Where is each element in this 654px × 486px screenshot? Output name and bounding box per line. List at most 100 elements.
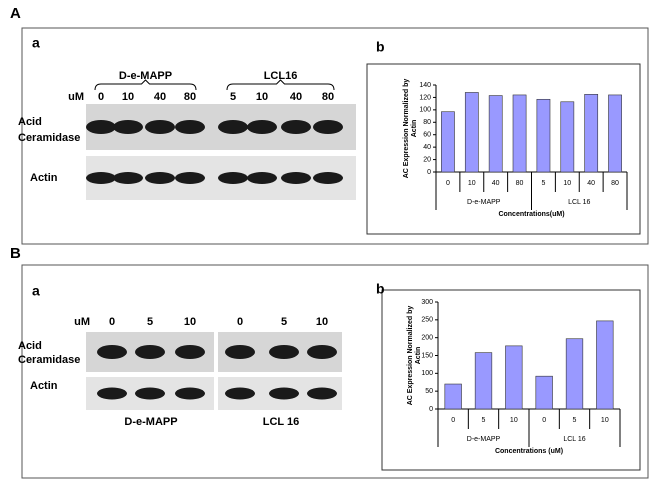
group-label: D-e-MAPP: [467, 199, 501, 206]
y-axis-title: Actin: [415, 347, 422, 365]
x-tick-label: 10: [510, 417, 518, 424]
x-axis-title: Concentrations (uM): [495, 448, 563, 455]
bar: [444, 383, 462, 410]
subpanel-label: b: [376, 281, 385, 297]
dose-label: 10: [122, 91, 134, 103]
group-label: LCL 16: [263, 416, 299, 428]
blot-band: [313, 172, 343, 184]
blot-band: [175, 345, 205, 359]
unit-label: uM: [68, 91, 84, 103]
blot-band: [218, 172, 248, 184]
group-label: LCL16: [264, 70, 298, 82]
blot-band: [247, 120, 277, 134]
y-tick-label: 140: [419, 82, 431, 89]
bar: [584, 94, 599, 173]
group-label: D-e-MAPP: [119, 70, 172, 82]
y-tick-label: 120: [419, 94, 431, 101]
y-axis-title: AC Expression Normalized by: [407, 306, 414, 406]
y-tick-label: 40: [423, 144, 431, 151]
group-label: LCL 16: [563, 436, 585, 443]
group-label: LCL 16: [568, 199, 590, 206]
blot-band: [135, 387, 165, 400]
bar: [535, 375, 553, 410]
y-tick-label: 250: [421, 317, 433, 324]
chart-frame: [366, 63, 641, 235]
subpanel-label: a: [32, 283, 40, 299]
dose-label: 5: [281, 316, 287, 328]
blot-band: [135, 345, 165, 359]
y-tick-label: 60: [423, 132, 431, 139]
blot-band: [175, 172, 205, 184]
row-label: Ceramidase: [18, 132, 80, 144]
y-axis-title: Actin: [411, 120, 418, 138]
y-tick-label: 50: [425, 388, 433, 395]
x-tick-label: 10: [563, 180, 571, 187]
y-tick-label: 100: [421, 370, 433, 377]
dose-label: 80: [322, 91, 334, 103]
row-label: Ceramidase: [18, 354, 80, 366]
blot-band: [269, 387, 299, 400]
x-tick-label: 0: [542, 417, 546, 424]
y-tick-label: 20: [423, 156, 431, 163]
blot-band: [307, 345, 337, 359]
x-tick-label: 80: [516, 180, 524, 187]
dose-label: 80: [184, 91, 196, 103]
group-label: D-e-MAPP: [124, 416, 177, 428]
blot-band: [218, 120, 248, 134]
x-tick-label: 80: [611, 180, 619, 187]
unit-label: uM: [74, 316, 90, 328]
x-tick-label: 10: [468, 180, 476, 187]
blot-band: [86, 120, 116, 134]
subpanel-label: a: [32, 35, 40, 51]
blot-band: [97, 387, 127, 400]
dose-label: 5: [230, 91, 236, 103]
row-label: Actin: [30, 172, 58, 184]
blot-band: [145, 120, 175, 134]
y-tick-label: 80: [423, 119, 431, 126]
blot-band: [225, 345, 255, 359]
x-axis-title: Concentrations(uM): [498, 211, 564, 218]
bar: [536, 98, 551, 173]
y-tick-label: 0: [427, 169, 431, 176]
group-brace: [94, 79, 197, 91]
subpanel-label: b: [376, 39, 385, 55]
panel-frame: [21, 264, 649, 479]
blot-band: [307, 387, 337, 400]
x-tick-label: 5: [541, 180, 545, 187]
group-label: D-e-MAPP: [467, 436, 501, 443]
blot-band: [97, 345, 127, 359]
bar: [474, 352, 493, 410]
chart-frame: [381, 289, 641, 471]
y-axis-title: AC Expression Normalized by: [403, 79, 410, 179]
dose-label: 5: [147, 316, 153, 328]
dose-label: 0: [98, 91, 104, 103]
panel-label: B: [10, 245, 21, 262]
bar: [441, 111, 455, 173]
dose-label: 10: [316, 316, 328, 328]
blot-band: [269, 345, 299, 359]
panel-label: A: [10, 5, 21, 22]
dose-label: 10: [184, 316, 196, 328]
y-tick-label: 300: [421, 299, 433, 306]
bar: [565, 338, 584, 410]
dose-label: 0: [237, 316, 243, 328]
blot-band: [281, 172, 311, 184]
blot-band: [313, 120, 343, 134]
x-tick-label: 10: [601, 417, 609, 424]
row-label: Acid: [18, 340, 42, 352]
dose-label: 40: [290, 91, 302, 103]
y-tick-label: 0: [429, 406, 433, 413]
bar: [608, 94, 622, 173]
x-tick-label: 0: [451, 417, 455, 424]
dose-label: 10: [256, 91, 268, 103]
dose-label: 40: [154, 91, 166, 103]
blot-band: [247, 172, 277, 184]
bar: [505, 345, 523, 410]
blot-band: [145, 172, 175, 184]
blot-band: [86, 172, 116, 184]
y-tick-label: 200: [421, 335, 433, 342]
panel-frame: [21, 27, 649, 245]
row-label: Actin: [30, 380, 58, 392]
bar: [512, 94, 527, 173]
